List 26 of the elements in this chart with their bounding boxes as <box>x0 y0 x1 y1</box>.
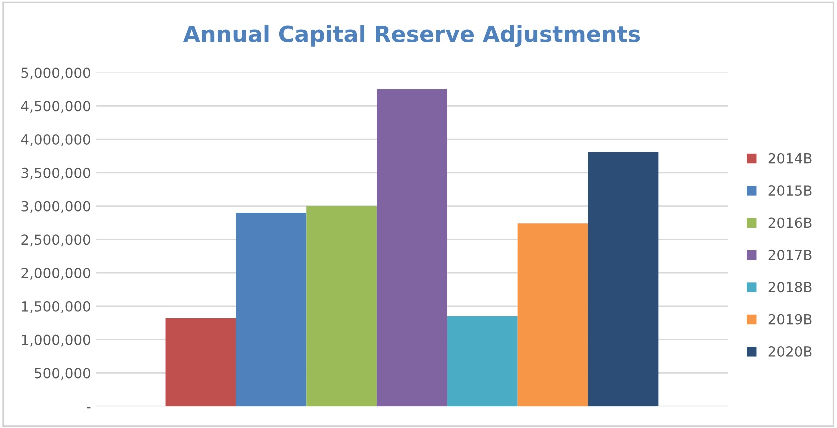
chart-title: Annual Capital Reserve Adjustments <box>183 25 640 47</box>
y-tick-label: 2,000,000 <box>22 268 90 280</box>
y-tick-label: 5,000,000 <box>22 68 90 80</box>
legend-label: 2015B <box>768 186 812 196</box>
legend-label: 2017B <box>768 250 812 260</box>
bar <box>377 89 448 407</box>
legend-label: 2020B <box>768 346 812 357</box>
bar <box>588 152 659 407</box>
bar <box>518 224 588 407</box>
y-tick-label: 1,500,000 <box>22 301 90 314</box>
y-tick-label: 4,000,000 <box>21 134 90 146</box>
y-tick-label: 500,000 <box>35 368 90 380</box>
y-tick-label: 2,500,000 <box>22 234 90 247</box>
bar <box>236 212 307 407</box>
bar <box>306 206 378 407</box>
y-tick-label: 3,000,000 <box>22 201 90 214</box>
y-tick-label: 1,000,000 <box>22 334 90 347</box>
y-tick-label: - <box>87 408 91 409</box>
legend-label: 2016B <box>768 218 812 228</box>
legend-label: 2019B <box>768 314 812 325</box>
legend-label: 2018B <box>768 282 812 293</box>
y-tick-label: 4,500,000 <box>21 101 90 114</box>
y-tick-label: 3,500,000 <box>22 168 90 180</box>
bar <box>447 316 518 407</box>
legend-label: 2014B <box>768 153 812 164</box>
bar <box>166 318 236 407</box>
